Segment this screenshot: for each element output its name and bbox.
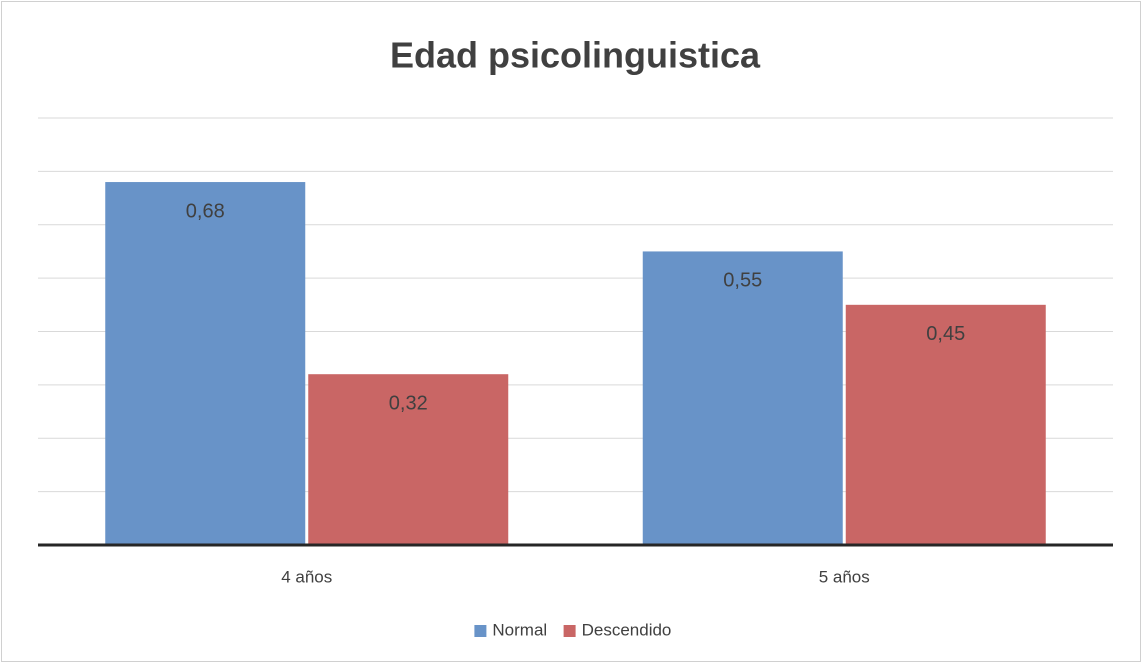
chart-title: Edad psicolinguistica <box>390 35 761 76</box>
bar <box>308 374 509 545</box>
x-tick-label: 4 años <box>281 567 332 586</box>
legend-swatch <box>474 625 487 637</box>
legend-swatch <box>563 625 576 637</box>
data-label: 0,55 <box>723 270 762 292</box>
bar <box>845 304 1046 545</box>
x-tick-label: 5 años <box>819 567 870 586</box>
legend-label: Normal <box>492 620 547 639</box>
data-label: 0,32 <box>389 392 428 414</box>
bar <box>105 182 306 546</box>
bar <box>642 251 843 545</box>
data-label: 0,45 <box>926 323 965 345</box>
legend-label: Descendido <box>582 620 672 639</box>
data-label: 0,68 <box>186 200 225 222</box>
